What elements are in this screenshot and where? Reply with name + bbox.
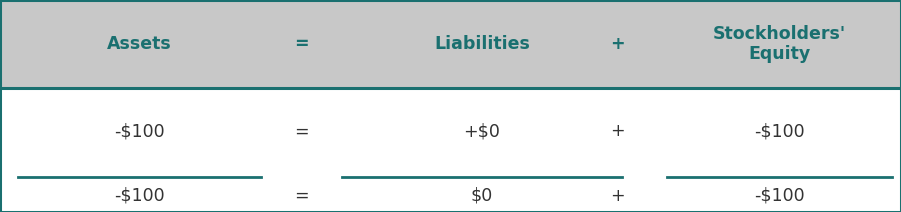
Text: $0: $0 (471, 187, 493, 205)
Text: =: = (295, 35, 309, 53)
Text: Stockholders'
Equity: Stockholders' Equity (713, 25, 846, 63)
Bar (0, 0, 901, 88)
Bar (0, 88, 901, 212)
Text: =: = (295, 122, 309, 140)
Text: =: = (295, 187, 309, 205)
Text: +: + (610, 35, 624, 53)
Text: Liabilities: Liabilities (434, 35, 530, 53)
Text: -$100: -$100 (754, 187, 805, 205)
Text: -$100: -$100 (114, 122, 165, 140)
Text: -$100: -$100 (754, 122, 805, 140)
Text: +: + (610, 187, 624, 205)
Text: -$100: -$100 (114, 187, 165, 205)
Text: +$0: +$0 (464, 122, 500, 140)
Text: +: + (610, 122, 624, 140)
Text: Assets: Assets (107, 35, 172, 53)
